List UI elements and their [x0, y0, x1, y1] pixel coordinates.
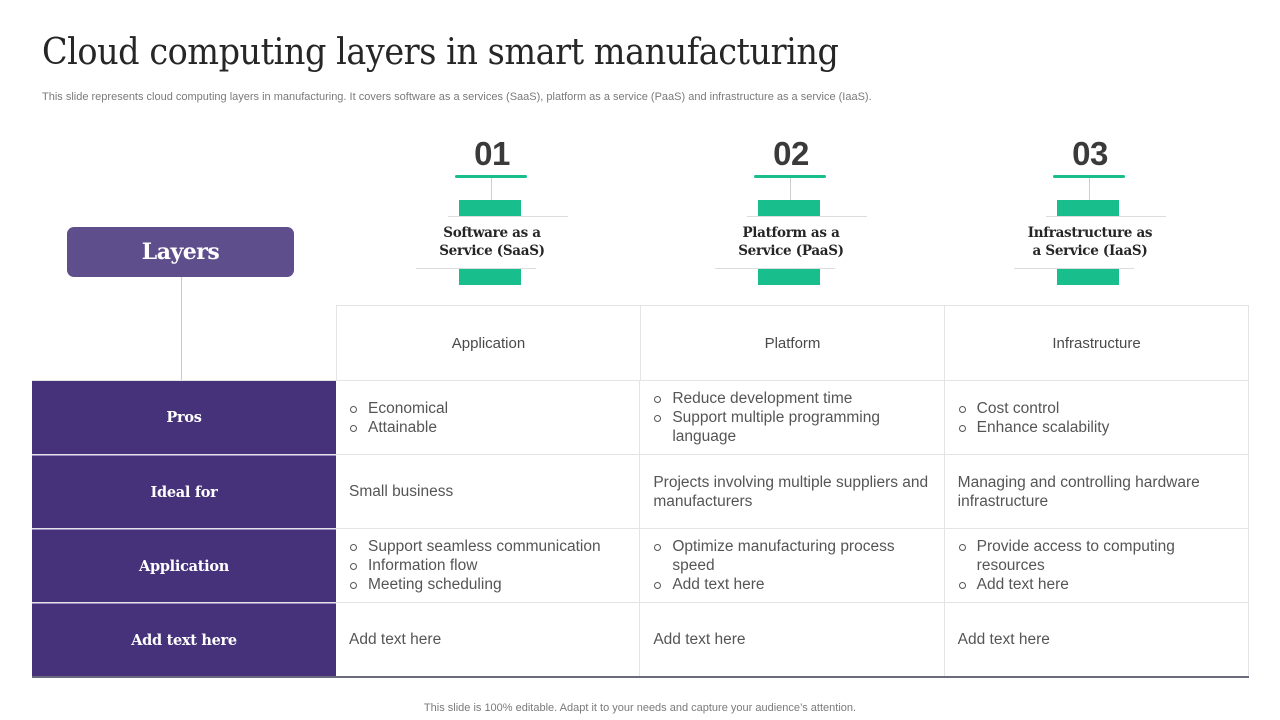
- table-cell: Projects involving multiple suppliers an…: [640, 455, 945, 528]
- bullet-item: Enhance scalability: [958, 418, 1109, 437]
- divider: [1046, 216, 1166, 217]
- table-column-headers: Application Platform Infrastructure: [336, 305, 1249, 380]
- table-cell: Optimize manufacturing process speed Add…: [640, 529, 945, 602]
- accent-block: [758, 200, 820, 216]
- table-cell: Reduce development time Support multiple…: [640, 381, 945, 454]
- accent-line: [1053, 175, 1125, 178]
- layer-name-line2: a Service (IaaS): [1032, 243, 1148, 259]
- layer-number: 01: [474, 135, 510, 172]
- bullet-item: Provide access to computing resources: [958, 537, 1236, 575]
- layer-number: 03: [1072, 135, 1108, 172]
- bullet-list: Support seamless communication Informati…: [349, 537, 601, 594]
- column-header-infrastructure: Infrastructure: [1052, 334, 1141, 352]
- table-cell: Managing and controlling hardware infras…: [945, 455, 1249, 528]
- bullet-list: Cost control Enhance scalability: [958, 399, 1110, 437]
- connector-line: [491, 178, 492, 200]
- bullet-list: Economical Attainable: [349, 399, 448, 437]
- layer-name: Infrastructure as a Service (IaaS): [1010, 224, 1170, 260]
- bullet-item: Meeting scheduling: [349, 575, 601, 594]
- layer-header-iaas: 03 Infrastructure as a Service (IaaS): [1010, 130, 1170, 290]
- bullet-list: Optimize manufacturing process speed Add…: [653, 537, 931, 594]
- layer-name: Software as a Service (SaaS): [412, 224, 572, 260]
- bullet-item: Information flow: [349, 556, 601, 575]
- bullet-item: Optimize manufacturing process speed: [653, 537, 931, 575]
- layer-name-line1: Infrastructure as: [1027, 225, 1153, 241]
- connector-line: [790, 178, 791, 200]
- divider: [747, 216, 867, 217]
- row-label: Pros: [32, 381, 336, 454]
- layer-header-saas: 01 Software as a Service (SaaS): [412, 130, 572, 290]
- table-cell: Add text here: [336, 603, 641, 676]
- comparison-table: Pros Economical Attainable Reduce develo…: [32, 380, 1249, 678]
- table-cell: Economical Attainable: [336, 381, 641, 454]
- layer-name-line2: Service (PaaS): [738, 243, 844, 259]
- layer-name-line2: Service (SaaS): [439, 243, 545, 259]
- table-row-add-text: Add text here Add text here Add text her…: [32, 602, 1249, 676]
- row-label: Add text here: [32, 603, 336, 676]
- table-cell: Add text here: [640, 603, 945, 676]
- table-cell: Add text here: [945, 603, 1249, 676]
- bullet-item: Add text here: [653, 575, 931, 594]
- accent-line: [455, 175, 527, 178]
- bullet-item: Economical: [349, 399, 448, 418]
- table-row-pros: Pros Economical Attainable Reduce develo…: [32, 380, 1249, 454]
- bullet-item: Reduce development time: [653, 389, 931, 408]
- bullet-item: Support multiple programming language: [653, 408, 931, 446]
- table-row-ideal-for: Ideal for Small business Projects involv…: [32, 454, 1249, 528]
- column-header-application: Application: [337, 306, 641, 380]
- divider: [416, 268, 536, 269]
- slide-title: Cloud computing layers in smart manufact…: [42, 32, 839, 73]
- row-label: Application: [32, 529, 336, 602]
- layers-connector-line: [181, 277, 182, 380]
- layer-name-line1: Software as a: [443, 225, 541, 241]
- bullet-item: Attainable: [349, 418, 448, 437]
- table-cell: Small business: [336, 455, 641, 528]
- accent-block: [1057, 269, 1119, 285]
- table-cell: Cost control Enhance scalability: [945, 381, 1249, 454]
- accent-block: [459, 269, 521, 285]
- divider: [448, 216, 568, 217]
- slide-subtitle: This slide represents cloud computing la…: [42, 91, 872, 103]
- accent-block: [459, 200, 521, 216]
- table-cell: Support seamless communication Informati…: [336, 529, 641, 602]
- row-label: Ideal for: [32, 455, 336, 528]
- accent-block: [1057, 200, 1119, 216]
- bullet-list: Reduce development time Support multiple…: [653, 389, 931, 446]
- layer-name-line1: Platform as a: [742, 225, 840, 241]
- bullet-item: Support seamless communication: [349, 537, 601, 556]
- slide-footer: This slide is 100% editable. Adapt it to…: [423, 702, 857, 714]
- column-header-platform: Platform: [641, 306, 945, 380]
- bullet-item: Add text here: [958, 575, 1236, 594]
- layer-header-paas: 02 Platform as a Service (PaaS): [711, 130, 871, 290]
- table-row-application: Application Support seamless communicati…: [32, 528, 1249, 602]
- table-cell: Provide access to computing resources Ad…: [945, 529, 1249, 602]
- divider: [1014, 268, 1134, 269]
- accent-block: [758, 269, 820, 285]
- accent-line: [754, 175, 826, 178]
- bullet-list: Provide access to computing resources Ad…: [958, 537, 1236, 594]
- layer-number: 02: [773, 135, 809, 172]
- divider: [715, 268, 835, 269]
- connector-line: [1089, 178, 1090, 200]
- layer-name: Platform as a Service (PaaS): [711, 224, 871, 260]
- layers-badge: Layers: [67, 227, 294, 277]
- bullet-item: Cost control: [958, 399, 1110, 418]
